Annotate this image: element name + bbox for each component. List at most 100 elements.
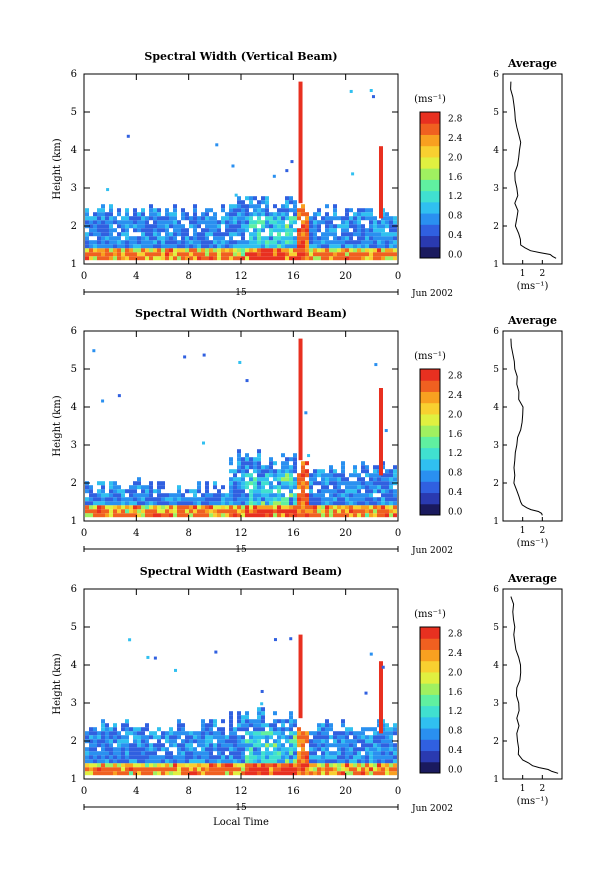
heatmap-cell: [241, 248, 245, 253]
heatmap-cell: [365, 489, 369, 494]
heatmap-cell: [169, 763, 173, 768]
heatmap-cell: [177, 228, 181, 233]
heatmap-cell: [133, 763, 137, 768]
heatmap-cell: [285, 767, 289, 772]
heatmap-cell: [173, 244, 177, 249]
avg-y-tick-label: 5: [493, 623, 499, 633]
heatmap-cell: [146, 655, 150, 659]
heatmap-cell: [333, 228, 337, 233]
heatmap-cell: [105, 767, 109, 772]
heatmap-cell: [257, 715, 261, 720]
heatmap-cell: [357, 220, 361, 225]
heatmap-cell: [257, 473, 261, 478]
heatmap-cell: [201, 216, 205, 221]
average-frame: [502, 73, 563, 265]
heatmap-cell: [381, 481, 385, 486]
heatmap-cell: [245, 461, 249, 466]
heatmap-cell: [93, 755, 97, 760]
x-tick-label: 20: [339, 271, 352, 282]
heatmap-cell: [117, 731, 121, 736]
heatmap-cell: [173, 501, 177, 506]
heatmap-cell: [333, 481, 337, 486]
heatmap-cell: [229, 513, 233, 518]
heatmap-cell: [305, 739, 309, 744]
heatmap-cell: [229, 477, 233, 482]
heatmap-cell: [89, 489, 93, 494]
heatmap-cell: [385, 240, 389, 245]
heatmap-cell: [301, 739, 305, 744]
heatmap-cell: [333, 477, 337, 482]
heatmap-cell: [393, 493, 397, 498]
heatmap-cell: [165, 505, 169, 510]
avg-x-label: (ms⁻¹): [517, 796, 549, 807]
heatmap-cell: [249, 473, 253, 478]
heatmap-cell: [281, 747, 285, 752]
heatmap-cell: [349, 505, 353, 510]
heatmap-cell: [101, 497, 105, 502]
heatmap-cell: [265, 723, 269, 728]
heatmap-cell: [333, 513, 337, 518]
heatmap-cell: [209, 208, 213, 213]
heatmap-cell: [381, 505, 385, 510]
heatmap-cell: [277, 763, 281, 768]
heatmap-cell: [357, 759, 361, 764]
heatmap-cell: [213, 493, 217, 498]
heatmap-cell: [233, 767, 237, 772]
heatmap-cell: [329, 723, 333, 728]
heatmap-cell: [261, 751, 265, 756]
heatmap-cell: [269, 493, 273, 498]
heatmap-cell: [349, 244, 353, 249]
heatmap-cell: [209, 731, 213, 736]
heatmap-cell: [381, 248, 385, 253]
heatmap-cell: [109, 767, 113, 772]
heatmap-cell: [337, 513, 341, 518]
heatmap-cell: [109, 212, 113, 217]
heatmap-cell: [245, 767, 249, 772]
heatmap-cell: [345, 497, 349, 502]
heatmap-cell: [253, 461, 257, 466]
heatmap-cell: [269, 489, 273, 494]
heatmap-cell: [305, 220, 309, 225]
heatmap-cell: [165, 513, 169, 518]
heatmap-cell: [109, 731, 113, 736]
heatmap-cell: [89, 747, 93, 752]
heatmap-cell: [285, 169, 289, 173]
heatmap-cell: [193, 493, 197, 498]
heatmap-cell: [113, 493, 117, 498]
heatmap-cell: [257, 755, 261, 760]
heatmap-cell: [373, 228, 377, 233]
heatmap-cell: [137, 248, 141, 253]
heatmap-cell: [93, 244, 97, 249]
heatmap-cell: [277, 505, 281, 510]
heatmap-cell: [213, 767, 217, 772]
heatmap-cell: [89, 505, 93, 510]
avg-x-tick-label: 1: [520, 269, 526, 279]
heatmap-cell: [305, 240, 309, 245]
heatmap-cell: [133, 208, 137, 213]
heatmap-cell: [201, 244, 205, 249]
heatmap-cell: [137, 220, 141, 225]
heatmap-cell: [101, 208, 105, 213]
heatmap-cell: [305, 236, 309, 241]
heatmap-cell: [181, 739, 185, 744]
heatmap-cell: [389, 751, 393, 756]
heatmap-cell: [233, 743, 237, 748]
heatmap-cell: [205, 513, 209, 518]
heatmap-cell: [209, 509, 213, 514]
heatmap-cell: [369, 747, 373, 752]
heatmap-cell: [261, 469, 265, 474]
heatmap-cell: [273, 759, 277, 764]
heatmap-cell: [293, 509, 297, 514]
heatmap-cell: [197, 751, 201, 756]
heatmap-cell: [309, 481, 313, 486]
heatmap-cell: [297, 735, 301, 740]
heatmap-cell: [157, 767, 161, 772]
heatmap-cell: [221, 751, 225, 756]
heatmap-cell: [289, 743, 293, 748]
heatmap-cell: [245, 379, 249, 383]
heatmap-cell: [369, 220, 373, 225]
heatmap-cell: [317, 493, 321, 498]
heatmap-cell: [173, 731, 177, 736]
heatmap-cell: [297, 256, 301, 261]
heatmap-cell: [169, 232, 173, 237]
